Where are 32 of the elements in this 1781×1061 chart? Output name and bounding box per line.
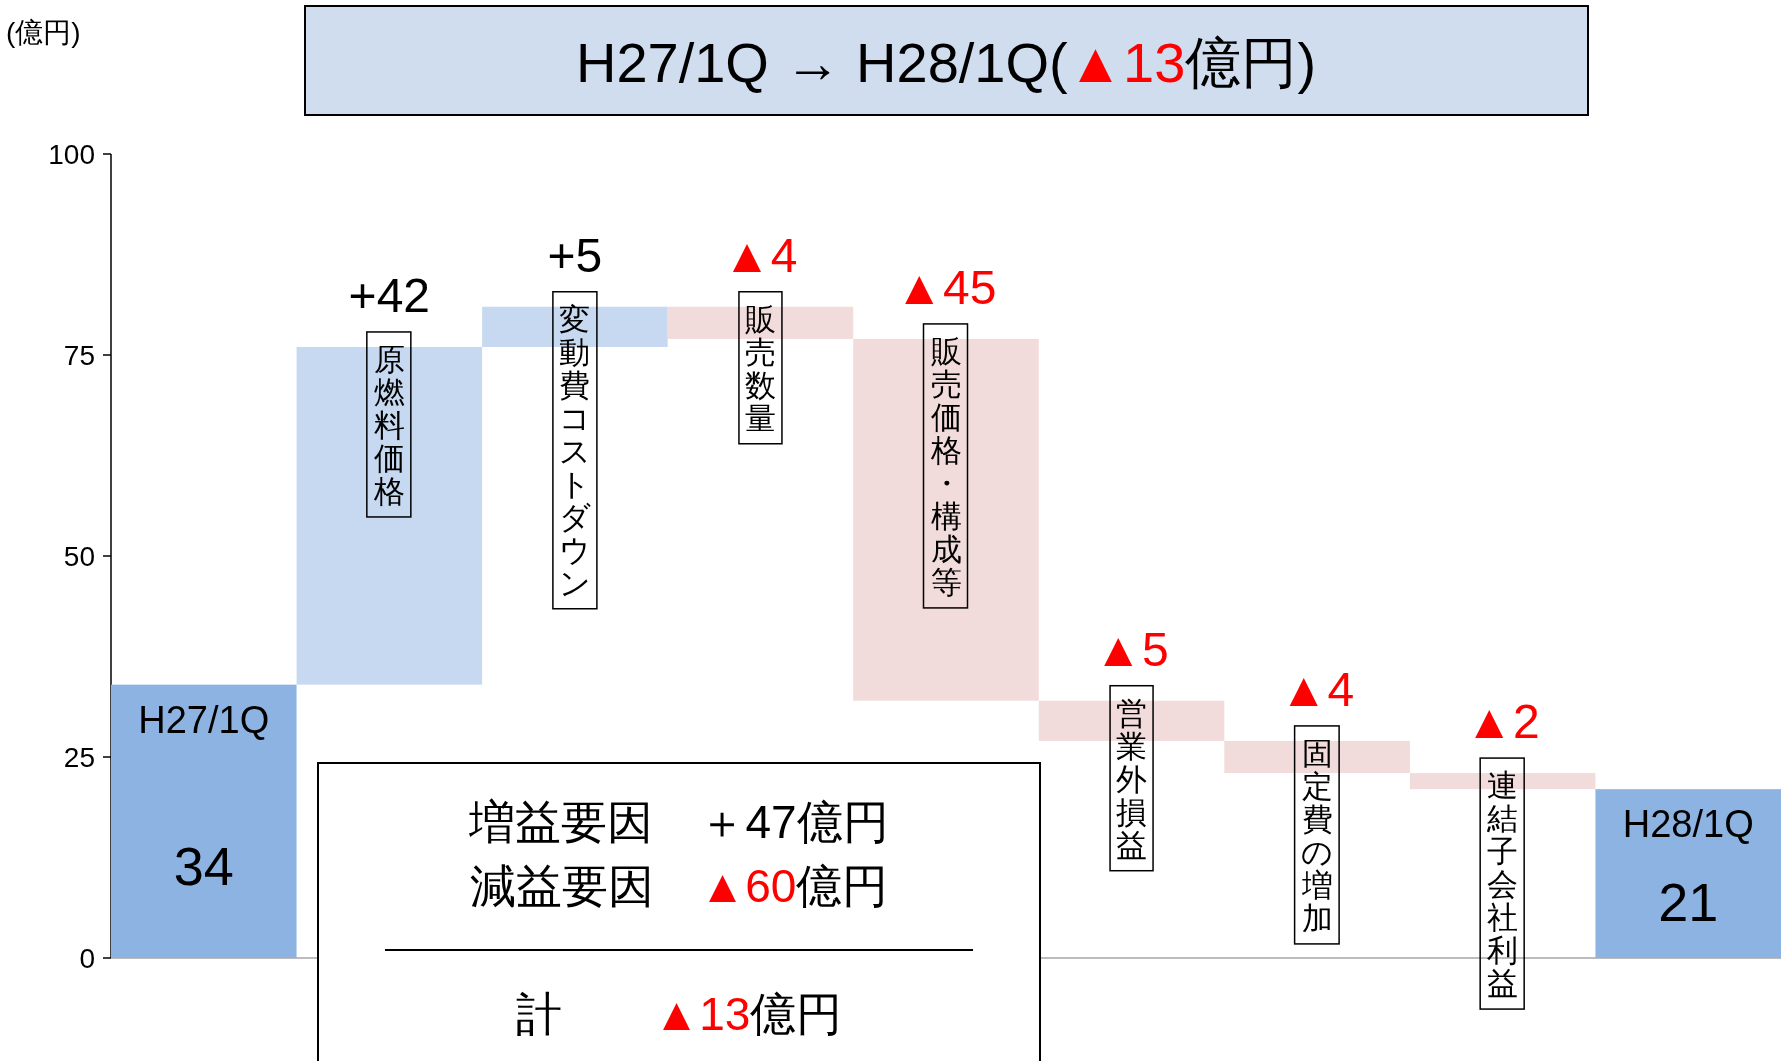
annotation: 増益要因 ＋47億円: [468, 796, 889, 848]
y-tick-label: 0: [79, 943, 95, 974]
x-tick-label: 固定費の増加: [1300, 735, 1334, 936]
bar: [853, 338, 1039, 701]
data-label: +5: [547, 228, 603, 282]
x-tick-label: 営業外損益: [1116, 695, 1148, 863]
y-axis-title: (億円): [6, 17, 81, 48]
y-tick-label: 50: [63, 541, 95, 572]
x-tick-label: 販売価格・構成等: [929, 333, 962, 600]
data-label: 34: [173, 836, 234, 897]
bar: [667, 306, 854, 339]
data-label: ▲5: [1094, 622, 1169, 676]
x-tick-label: 原燃料価格: [372, 341, 405, 509]
data-label: ▲2: [1465, 695, 1540, 749]
x-tick-label: 販売数量: [744, 301, 776, 436]
y-tick-label: 25: [63, 742, 95, 773]
x-tick-label: 連結子会社利益: [1486, 768, 1519, 1002]
y-tick-label: 100: [48, 139, 95, 170]
chart-title: H27/1Q → H28/1Q(▲13億円): [575, 31, 1317, 94]
data-label: 21: [1658, 871, 1719, 932]
y-tick-label: 75: [63, 340, 95, 371]
data-label: ▲4: [723, 228, 798, 282]
bar: [296, 346, 483, 685]
data-label: ▲45: [895, 260, 997, 314]
data-label: +42: [348, 268, 431, 322]
text: 計 ▲13億円: [515, 988, 843, 1040]
x-tick-label: H28/1Q: [1622, 803, 1754, 846]
bar: [111, 684, 297, 958]
annotation: 減益要因 ▲60億円: [469, 860, 889, 912]
bar: [1595, 789, 1781, 958]
data-label: ▲4: [1280, 662, 1355, 716]
x-tick-label: H27/1Q: [138, 698, 270, 741]
